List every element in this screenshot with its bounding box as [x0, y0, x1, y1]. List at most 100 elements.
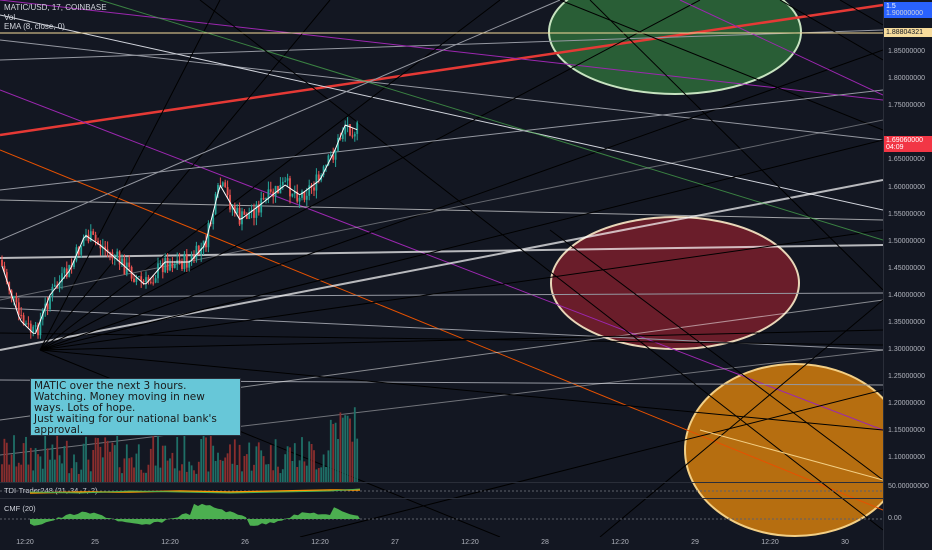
candle-body	[5, 272, 8, 283]
volume-bar	[202, 434, 205, 482]
volume-bar	[113, 445, 116, 482]
volume-bar	[346, 415, 349, 482]
volume-bar	[34, 448, 37, 482]
candle-body	[121, 258, 123, 265]
candle-body	[128, 262, 131, 267]
volume-bar	[73, 454, 75, 482]
volume-bar	[46, 448, 49, 482]
candle-body	[173, 263, 176, 268]
volume-bar	[135, 453, 138, 482]
volume-bar	[253, 464, 255, 482]
time-tick: 26	[241, 539, 249, 546]
candle-body	[253, 210, 255, 218]
volume-bar	[130, 457, 133, 482]
tdi-legend[interactable]: TDI-Trader248 (21, 34, 7, 2)	[4, 486, 98, 495]
volume-bar	[231, 463, 234, 482]
volume-bar	[301, 437, 303, 482]
price-axis[interactable]: 1.5 1.90000000 1.88804321 1.69060000 04:…	[883, 0, 932, 550]
price-tick: 1.10000000	[888, 454, 925, 461]
volume-bar	[5, 442, 8, 482]
text-note[interactable]: MATIC over the next 3 hours. Watching. M…	[30, 378, 241, 436]
candle-body	[221, 182, 224, 187]
symbol-legend[interactable]: MATIC/USD, 17, COINBASE	[4, 3, 107, 12]
time-tick: 28	[541, 539, 549, 546]
volume-legend[interactable]: Vol	[4, 13, 16, 22]
candle-body	[281, 181, 284, 185]
volume-bar	[51, 444, 54, 482]
ema-legend[interactable]: EMA (8, close, 0)	[4, 22, 65, 31]
volume-bar	[37, 454, 39, 482]
volume-bar	[200, 439, 203, 482]
volume-bar	[123, 458, 126, 482]
candle-body	[39, 319, 42, 336]
pane-separator-2[interactable]	[0, 498, 883, 499]
pane-separator[interactable]	[0, 482, 883, 483]
volume-bar	[142, 472, 145, 482]
candle-body	[183, 253, 186, 269]
time-axis[interactable]: 12:20 25 12:20 26 12:20 27 12:20 28 12:20 29 12:20…	[0, 537, 883, 550]
drawing-lines	[0, 0, 883, 537]
price-tick: 1.20000000	[888, 400, 925, 407]
candle-body	[65, 268, 68, 277]
candle-body	[257, 204, 260, 213]
price-tick: 1.35000000	[888, 319, 925, 326]
candle-body	[202, 240, 205, 249]
volume-bar	[262, 456, 265, 482]
cmf-legend[interactable]: CMF (20)	[4, 504, 36, 513]
orange-ellipse	[684, 363, 883, 537]
volume-bar	[109, 451, 111, 482]
volume-bar	[255, 446, 258, 482]
price-tick: 1.55000000	[888, 211, 925, 218]
candle-body	[161, 263, 164, 273]
candle-body	[25, 323, 27, 325]
candle-body	[15, 296, 18, 303]
volume-bar	[27, 464, 30, 482]
volume-bar	[32, 470, 35, 482]
volume-bar	[353, 407, 356, 482]
volume-bar	[97, 438, 99, 482]
volume-bar	[106, 440, 109, 482]
volume-bar	[116, 434, 119, 482]
volume-bar	[140, 469, 143, 482]
volume-bar	[125, 444, 128, 482]
volume-bar	[238, 444, 241, 482]
candle-body	[142, 280, 145, 283]
volume-bar	[41, 468, 44, 482]
candle-body	[109, 252, 111, 254]
volume-bar	[351, 441, 354, 482]
tdi-pane	[0, 488, 883, 494]
time-tick: 12:20	[461, 539, 479, 546]
volume-bar	[212, 445, 215, 482]
volume-bar	[75, 462, 78, 482]
volume-bar	[29, 447, 32, 482]
candle-body	[37, 325, 39, 336]
candle-body	[217, 185, 219, 194]
candle-body	[17, 302, 20, 315]
volume-bar	[224, 457, 227, 482]
price-tick: 1.60000000	[888, 184, 925, 191]
volume-bar	[68, 473, 71, 482]
candle-body	[118, 251, 121, 265]
candle-body	[154, 278, 157, 283]
candle-body	[301, 191, 303, 198]
volume-bar	[87, 459, 90, 482]
candle-body	[181, 261, 183, 269]
volume-bar	[181, 464, 183, 482]
red-ellipse	[550, 216, 800, 350]
candle-body	[308, 185, 311, 196]
volume-bar	[58, 455, 61, 482]
main-chart-canvas[interactable]	[0, 0, 883, 537]
volume-bar	[322, 454, 325, 482]
volume-bar	[339, 412, 342, 482]
candle-body	[260, 198, 263, 213]
candle-body	[13, 296, 15, 298]
candle-body	[157, 263, 159, 279]
candle-body	[116, 251, 119, 258]
volume-bar	[217, 452, 219, 482]
volume-bar	[195, 473, 198, 482]
candle-body	[293, 191, 296, 194]
candle-body	[27, 323, 30, 325]
candle-body	[265, 198, 267, 200]
candle-body	[243, 211, 246, 215]
time-tick: 27	[391, 539, 399, 546]
